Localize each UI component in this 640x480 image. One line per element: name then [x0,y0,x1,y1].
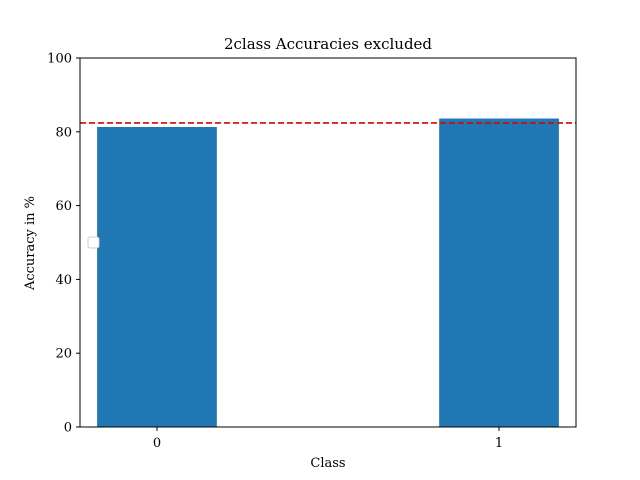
y-tick-label-100: 100 [47,52,72,67]
chart-title: 2class Accuracies excluded [224,35,432,53]
y-tick-label-40: 40 [55,273,72,288]
y-tick-label-60: 60 [55,199,72,214]
axes-frame [79,57,577,428]
x-tick-label-0: 0 [153,436,161,451]
plot-area: 0 20 40 60 80 100 0 1 [47,52,577,451]
y-tick-label-0: 0 [64,421,72,436]
y-tick-label-80: 80 [55,125,72,140]
x-tick-label-1: 1 [495,436,503,451]
bar-class-1 [439,118,559,428]
y-axis-label: Accuracy in % [23,196,38,291]
bar-class-0 [97,127,217,428]
x-axis-label: Class [310,456,345,471]
legend-box [87,236,100,249]
y-tick-label-20: 20 [55,347,72,362]
